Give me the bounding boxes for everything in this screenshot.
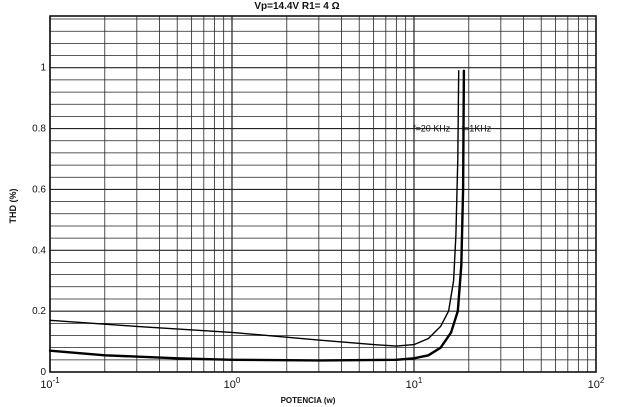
x-tick-label: 101 (406, 376, 423, 391)
chart-annotations: f=20 KHz f=1KHz (413, 124, 492, 134)
y-axis-tick-labels: 0 0.2 0.4 0.6 0.8 1 (32, 63, 46, 378)
chart-series (48, 69, 466, 362)
y-tick-label: 1 (40, 63, 46, 74)
y-tick-label: 0 (40, 367, 46, 378)
y-tick-label: 0.6 (32, 184, 46, 195)
curve-annotation: f=1KHz (461, 124, 491, 134)
chart-grid (49, 16, 596, 373)
x-tick-label: 10-1 (40, 376, 60, 391)
chart-title: Vp=14.4V R1= 4 Ω (254, 1, 339, 12)
y-tick-label: 0.8 (32, 124, 46, 135)
x-axis-tick-labels: 10-1 100 101 102 (40, 376, 605, 391)
curve-annotation: f=20 KHz (413, 124, 451, 134)
y-tick-label: 0.4 (32, 245, 46, 256)
series-line-1 (49, 70, 460, 347)
x-tick-label: 102 (588, 376, 605, 391)
y-axis-label: THD (%) (8, 189, 18, 224)
plot-frame (49, 15, 597, 373)
x-tick-label: 100 (224, 376, 241, 391)
y-tick-label: 0.2 (32, 306, 46, 317)
x-axis-label: POTENCIA (w) (281, 396, 336, 405)
series-line-2 (48, 69, 466, 362)
